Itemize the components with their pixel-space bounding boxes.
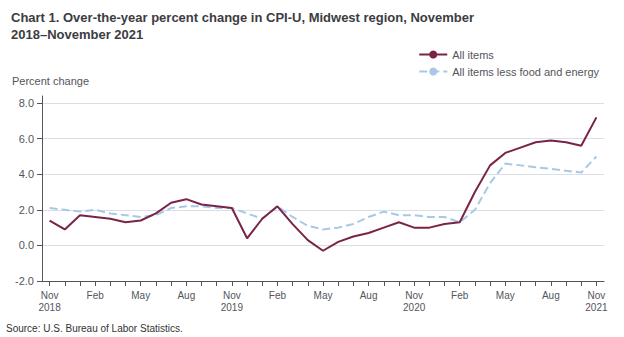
svg-text:May: May (314, 290, 333, 301)
svg-text:May: May (131, 290, 150, 301)
svg-text:Percent change: Percent change (12, 75, 89, 87)
svg-text:2018: 2018 (38, 302, 61, 313)
svg-text:Feb: Feb (87, 290, 105, 301)
svg-text:Aug: Aug (360, 290, 378, 301)
svg-text:2.0: 2.0 (19, 204, 34, 216)
svg-text:Chart 1. Over-the-year percent: Chart 1. Over-the-year percent change in… (11, 10, 474, 25)
svg-text:2021: 2021 (585, 302, 608, 313)
svg-text:All items less food and energy: All items less food and energy (452, 66, 599, 78)
svg-text:Nov: Nov (405, 290, 423, 301)
svg-text:2018–November 2021: 2018–November 2021 (11, 27, 143, 42)
svg-text:0.0: 0.0 (19, 239, 34, 251)
svg-text:Source: U.S. Bureau of Labor S: Source: U.S. Bureau of Labor Statistics. (6, 323, 183, 334)
svg-text:4.0: 4.0 (19, 168, 34, 180)
svg-text:Nov: Nov (223, 290, 241, 301)
svg-text:Nov: Nov (588, 290, 606, 301)
svg-text:Aug: Aug (542, 290, 560, 301)
svg-text:Aug: Aug (177, 290, 195, 301)
svg-text:Nov: Nov (41, 290, 59, 301)
svg-text:-2.0: -2.0 (15, 275, 34, 287)
svg-text:All items: All items (452, 49, 494, 61)
svg-text:Feb: Feb (269, 290, 287, 301)
svg-text:2020: 2020 (403, 302, 426, 313)
svg-text:Feb: Feb (451, 290, 469, 301)
svg-text:6.0: 6.0 (19, 133, 34, 145)
svg-text:2019: 2019 (221, 302, 244, 313)
svg-text:8.0: 8.0 (19, 97, 34, 109)
svg-text:May: May (496, 290, 515, 301)
